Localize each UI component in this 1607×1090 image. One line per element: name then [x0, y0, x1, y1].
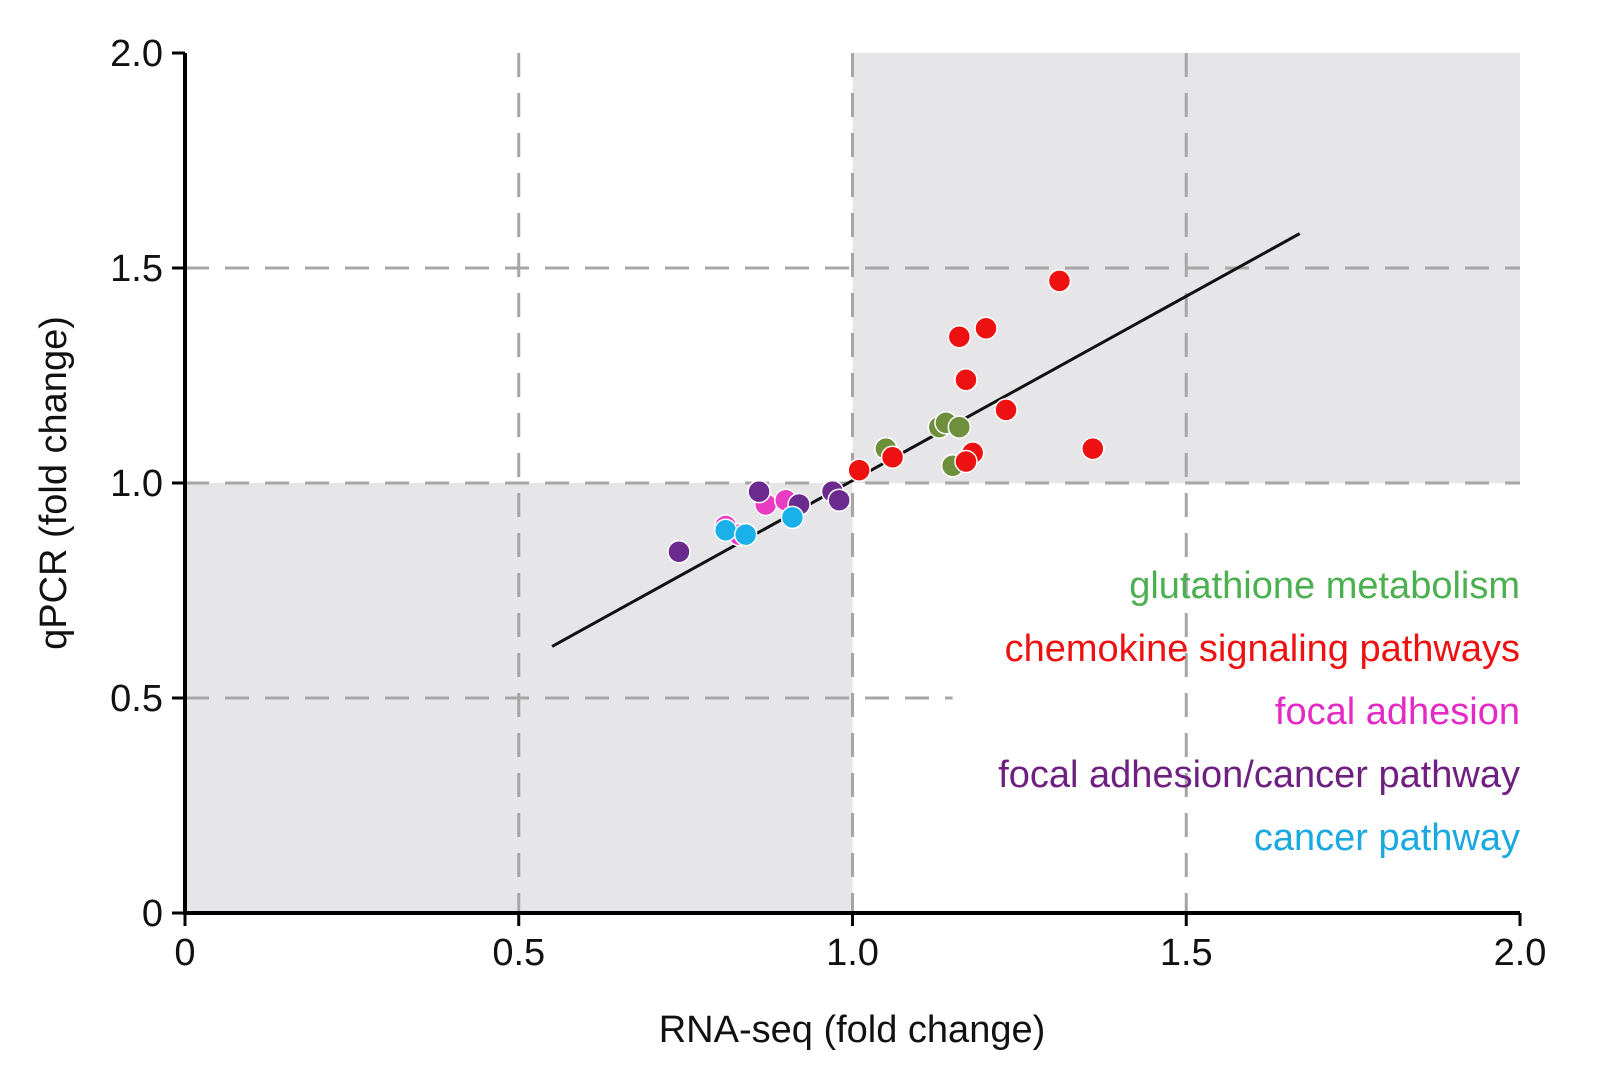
y-tick-label: 1.5: [110, 248, 163, 290]
y-tick-label: 1.0: [110, 463, 163, 505]
legend-entry: focal adhesion: [1275, 691, 1520, 733]
x-tick-label: 0: [174, 932, 195, 974]
grid-lines: [185, 53, 1520, 913]
point-cancer-pathway-2: [733, 522, 758, 547]
x-tick-label: 0.5: [492, 932, 545, 974]
y-axis-title: qPCR (fold change): [33, 316, 75, 650]
point-chemokine-signaling-pathways-8: [954, 449, 978, 474]
point-chemokine-signaling-pathways-6: [1081, 436, 1105, 461]
point-chemokine-signaling-pathways-4: [954, 368, 978, 392]
point-cancer-pathway-3: [780, 505, 805, 530]
legend-entry: focal adhesion/cancer pathway: [998, 754, 1520, 796]
point-cancer-pathway-1: [713, 518, 738, 543]
point-focal-adhesion-cancer-pathway-2: [747, 479, 771, 504]
regression-line: [551, 232, 1301, 648]
x-axis-title: RNA-seq (fold change): [659, 1009, 1046, 1051]
axes: [172, 51, 1522, 926]
point-chemokine-signaling-pathways-1: [1047, 269, 1072, 293]
legend-entry: chemokine signaling pathways: [1005, 628, 1520, 670]
y-tick-label: 2.0: [110, 33, 163, 75]
point-chemokine-signaling-pathways-10: [847, 458, 871, 482]
data-points: [667, 269, 1105, 564]
x-tick-label: 1.0: [826, 932, 879, 974]
legend: glutathione metabolism chemokine signalin…: [998, 565, 1520, 859]
y-tick-label: 0.5: [110, 678, 163, 720]
point-glutathione-metabolism-4: [947, 415, 972, 439]
x-tick-label: 2.0: [1494, 932, 1547, 974]
point-chemokine-signaling-pathways-5: [994, 398, 1018, 422]
x-tick-label: 1.5: [1160, 932, 1213, 974]
legend-entry: cancer pathway: [1254, 817, 1520, 859]
legend-entry: glutathione metabolism: [1129, 565, 1520, 607]
point-focal-adhesion-cancer-pathway-5: [827, 488, 851, 512]
point-chemokine-signaling-pathways-3: [947, 325, 972, 349]
regression-line-group: [551, 232, 1301, 648]
point-chemokine-signaling-pathways-9: [880, 445, 905, 469]
point-chemokine-signaling-pathways-2: [974, 316, 998, 340]
point-focal-adhesion-cancer-pathway-1: [667, 540, 691, 564]
y-tick-label: 0: [142, 893, 163, 935]
tick-labels: 0 0.5 1.0 1.5 2.0 0 0.5 1.0 1.5 2.0: [110, 33, 1546, 974]
